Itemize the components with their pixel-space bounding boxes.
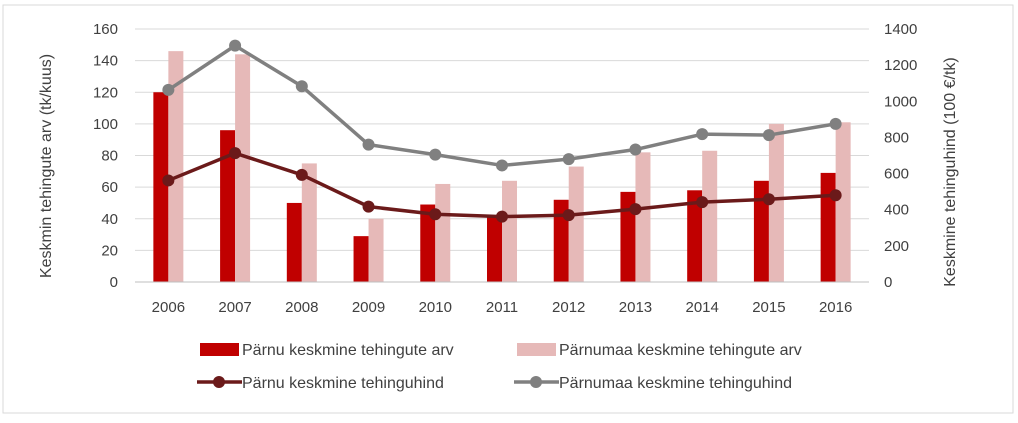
bar	[753, 180, 769, 282]
line-marker	[762, 129, 775, 142]
gridlines	[135, 28, 869, 251]
bar	[301, 163, 317, 282]
y-left-tick-label: 60	[101, 179, 118, 196]
bar	[635, 152, 651, 282]
x-tick-label: 2007	[218, 299, 251, 316]
y-left-tick-label: 140	[93, 53, 118, 70]
legend-swatch	[200, 343, 239, 356]
y-left-tick-label: 120	[93, 84, 118, 101]
y-left-tick-label: 40	[101, 211, 118, 228]
y-right-tick-label: 400	[884, 202, 909, 219]
line-marker	[362, 200, 375, 213]
line-marker	[829, 117, 842, 130]
line-marker	[696, 196, 709, 209]
x-tick-label: 2008	[285, 299, 318, 316]
line-marker	[162, 83, 175, 96]
line-marker	[295, 168, 308, 181]
bar	[502, 180, 517, 282]
bar	[835, 122, 851, 282]
line-marker	[429, 148, 442, 161]
legend: Pärnu keskmine tehingute arv Pärnumaa kes…	[197, 342, 802, 392]
y-right-tick-label: 1400	[884, 21, 917, 38]
y-right-tick-label: 600	[884, 166, 909, 183]
line-marker	[629, 143, 642, 156]
y-left-tick-label: 100	[93, 116, 118, 133]
line-marker	[562, 153, 575, 166]
legend-label: Pärnu keskmine tehingute arv	[242, 342, 454, 359]
legend-marker	[530, 376, 542, 388]
bar	[620, 191, 636, 282]
bar	[687, 190, 703, 282]
bar	[353, 236, 369, 282]
bar	[568, 166, 584, 282]
y-left-tick-label: 80	[101, 148, 118, 165]
line-marker	[429, 208, 442, 221]
y-axis-right-title: Keskmine tehinguhind (100 €/tk)	[942, 57, 959, 286]
line-marker	[295, 80, 308, 93]
bar	[820, 172, 836, 282]
bar	[420, 204, 436, 282]
bar	[153, 92, 169, 282]
bar	[220, 130, 236, 282]
x-tick-label: 2009	[352, 299, 385, 316]
line-marker	[162, 174, 175, 187]
line-marker	[496, 159, 508, 172]
line-marker	[229, 147, 242, 160]
line-marker	[229, 39, 242, 52]
x-tick-label: 2012	[552, 299, 585, 316]
bar	[702, 150, 718, 282]
bar	[235, 54, 251, 282]
legend-label: Pärnumaa keskmine tehinguhind	[559, 375, 792, 392]
y-axis-left-title: Keskmin tehingute arv (tk/kuus)	[38, 54, 55, 278]
bar	[286, 202, 302, 282]
legend-label: Pärnu keskmine tehinguhind	[242, 375, 444, 392]
bars	[153, 51, 851, 283]
y-left-tick-label: 20	[101, 242, 118, 259]
bar	[368, 218, 384, 282]
line-marker	[562, 209, 575, 222]
x-tick-label: 2016	[819, 299, 852, 316]
x-tick-label: 2011	[486, 299, 518, 316]
x-tick-label: 2010	[419, 299, 452, 316]
y-left-tick-label: 0	[110, 274, 118, 291]
line-marker	[496, 210, 508, 223]
y-right-tick-label: 0	[884, 274, 892, 291]
line-marker	[629, 203, 642, 216]
legend-marker	[213, 376, 225, 388]
line-marker	[829, 189, 842, 202]
axes: 0 20 40 60 80 100 120 140 160 0 200 400 600 800 1000 12…	[93, 21, 917, 316]
line-marker	[362, 138, 375, 151]
x-tick-label: 2014	[685, 299, 718, 316]
bar	[768, 123, 784, 282]
y-right-tick-label: 1200	[884, 57, 917, 74]
bar	[487, 217, 502, 282]
x-tick-label: 2006	[152, 299, 185, 316]
bar	[435, 183, 451, 282]
y-right-tick-label: 1000	[884, 93, 917, 110]
bar	[553, 199, 569, 282]
x-tick-label: 2015	[752, 299, 785, 316]
legend-label: Pärnumaa keskmine tehingute arv	[559, 342, 802, 359]
line-marker	[696, 128, 709, 141]
y-right-tick-label: 800	[884, 129, 909, 146]
legend-swatch	[517, 343, 556, 356]
bar	[168, 51, 184, 283]
y-left-tick-label: 160	[93, 21, 118, 38]
y-right-tick-label: 200	[884, 238, 909, 255]
x-tick-label: 2013	[619, 299, 652, 316]
lines	[162, 39, 842, 223]
line-marker	[762, 193, 775, 206]
